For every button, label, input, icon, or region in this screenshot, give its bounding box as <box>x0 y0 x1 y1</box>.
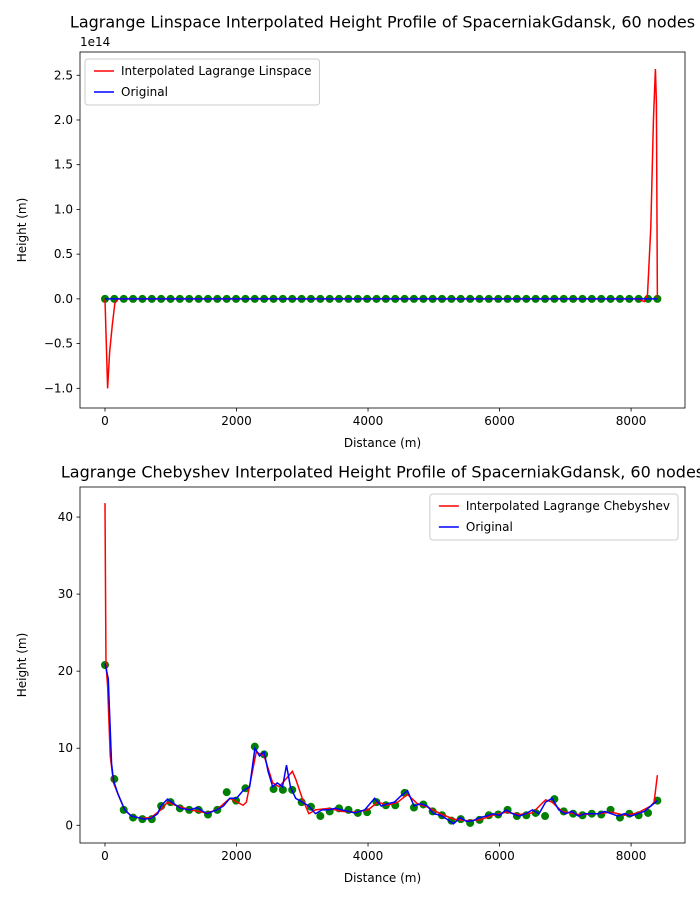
y-tick-label: −1.0 <box>44 381 73 395</box>
x-tick-label: 0 <box>101 414 109 428</box>
x-tick-label: 8000 <box>616 414 647 428</box>
node-marker <box>456 815 465 824</box>
x-tick-label: 2000 <box>221 414 252 428</box>
y-tick-label: 10 <box>58 741 73 755</box>
node-marker <box>316 812 325 821</box>
legend-label: Original <box>121 85 168 99</box>
chart-title: Lagrange Chebyshev Interpolated Height P… <box>61 463 700 482</box>
x-tick-label: 4000 <box>353 414 384 428</box>
series-line <box>104 503 659 822</box>
x-tick-label: 0 <box>101 849 109 863</box>
x-tick-label: 6000 <box>484 849 515 863</box>
y-tick-label: 2.5 <box>54 68 73 82</box>
series-line <box>104 663 658 825</box>
y-axis-label: Height (m) <box>15 198 29 263</box>
y-tick-label: 0.5 <box>54 247 73 261</box>
y-offset-label: 1e14 <box>80 35 110 49</box>
node-marker <box>278 785 287 794</box>
y-tick-label: 2.0 <box>54 113 73 127</box>
legend-box <box>84 58 321 106</box>
series-line <box>104 68 659 389</box>
x-axis-label: Distance (m) <box>344 436 421 450</box>
legend-box <box>429 493 679 541</box>
y-tick-label: 20 <box>58 664 73 678</box>
legend-label: Interpolated Lagrange Chebyshev <box>466 499 670 513</box>
legend: Interpolated Lagrange Chebyshev Original <box>429 493 679 541</box>
axes-frame <box>79 51 686 409</box>
plot-area <box>100 68 662 389</box>
legend-label: Interpolated Lagrange Linspace <box>121 64 312 78</box>
axes-frame <box>79 486 686 844</box>
y-tick-label: 1.0 <box>54 202 73 216</box>
chart-title: Lagrange Linspace Interpolated Height Pr… <box>70 13 695 32</box>
node-marker <box>269 785 278 794</box>
y-tick-label: 0.0 <box>54 292 73 306</box>
x-tick-label: 2000 <box>221 849 252 863</box>
x-tick-label: 8000 <box>616 849 647 863</box>
x-tick-label: 6000 <box>484 414 515 428</box>
subplot: Lagrange Linspace Interpolated Height Pr… <box>15 13 695 451</box>
legend: Interpolated Lagrange Linspace Original <box>84 58 321 106</box>
node-marker <box>306 802 315 811</box>
y-tick-label: 40 <box>58 510 73 524</box>
y-tick-label: −0.5 <box>44 337 73 351</box>
node-marker <box>644 808 653 817</box>
y-tick-label: 0 <box>65 818 73 832</box>
x-axis-label: Distance (m) <box>344 871 421 885</box>
plot-area <box>100 503 662 827</box>
node-marker <box>222 788 231 797</box>
node-marker <box>550 795 559 804</box>
y-axis-label: Height (m) <box>15 633 29 698</box>
y-tick-label: 30 <box>58 587 73 601</box>
x-tick-label: 4000 <box>353 849 384 863</box>
node-marker <box>541 812 550 821</box>
node-marker <box>119 805 128 814</box>
y-tick-label: 1.5 <box>54 158 73 172</box>
legend-label: Original <box>466 520 513 534</box>
subplot: Lagrange Chebyshev Interpolated Height P… <box>15 463 700 886</box>
